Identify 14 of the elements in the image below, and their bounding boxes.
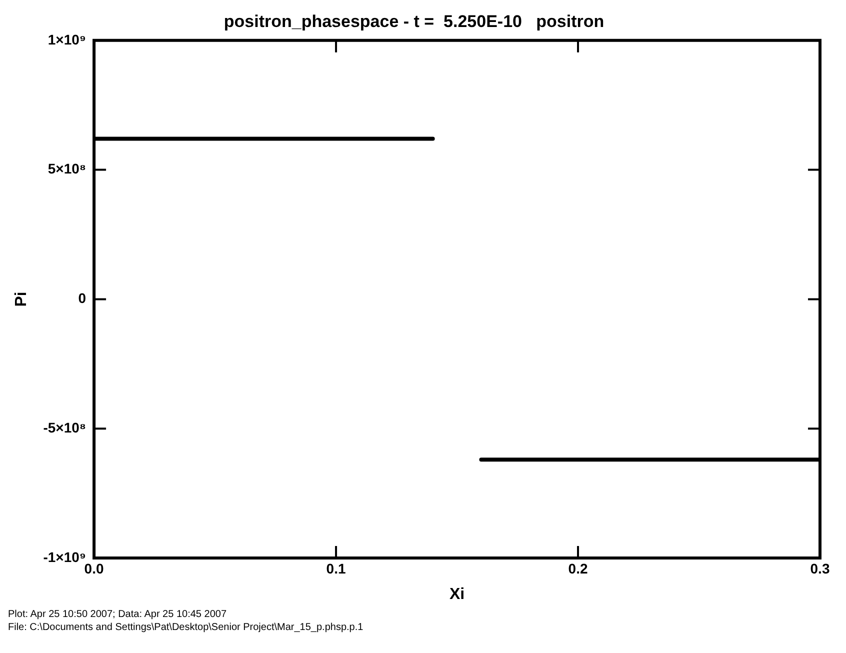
text: Plot: Apr 25 10:50 2007; Data: Apr 25 10:45 2007: [8, 608, 228, 621]
y-tick-label: 0: [78, 290, 86, 306]
chart-title: positron_phasespace - t = 5.250E-10 positron: [224, 12, 604, 31]
x-tick-label: 0.0: [84, 560, 104, 576]
y-tick-label: -1×10⁹: [43, 548, 86, 565]
y-tick-label: 1×10⁹: [48, 31, 86, 48]
y-tick-label: 5×10⁸: [48, 160, 86, 177]
y-axis-title: Pi: [13, 292, 30, 307]
x-tick-label: 0.3: [810, 560, 830, 576]
x-axis-title: Xi: [449, 586, 465, 603]
text: File: C:\Documents and Settings\Pat\Desktop\Senior Project\Mar_15_p.phsp.p.1: [8, 621, 364, 634]
x-tick-label: 0.2: [568, 560, 588, 576]
x-tick-label: 0.1: [326, 560, 346, 576]
y-tick-label: -5×10⁸: [43, 419, 86, 436]
